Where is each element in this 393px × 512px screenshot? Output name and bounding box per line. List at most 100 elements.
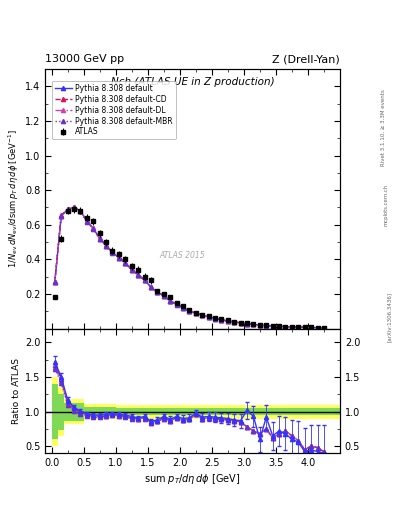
Line: Pythia 8.308 default-DL: Pythia 8.308 default-DL [53,205,326,330]
Pythia 8.308 default-DL [123,260,128,266]
Pythia 8.308 default-CD [181,305,185,311]
Pythia 8.308 default-MBR [129,267,134,273]
Pythia 8.308 default [136,272,140,278]
Pythia 8.308 default-CD [270,323,275,329]
Pythia 8.308 default [168,298,173,304]
Text: [arXiv:1306.3436]: [arXiv:1306.3436] [387,292,391,343]
Pythia 8.308 default-CD [213,315,217,321]
Pythia 8.308 default [110,249,115,255]
Pythia 8.308 default [117,254,121,261]
Pythia 8.308 default-DL [155,289,160,295]
Pythia 8.308 default-CD [257,322,262,328]
Pythia 8.308 default-MBR [104,243,108,249]
Pythia 8.308 default-DL [283,324,288,330]
Pythia 8.308 default [251,322,256,328]
Pythia 8.308 default-CD [59,212,64,218]
Text: Z (Drell-Yan): Z (Drell-Yan) [272,54,340,64]
Pythia 8.308 default-MBR [91,225,95,231]
Pythia 8.308 default-CD [200,312,204,318]
Pythia 8.308 default-DL [277,323,281,329]
Pythia 8.308 default-DL [72,204,76,210]
Pythia 8.308 default [290,324,294,330]
Pythia 8.308 default [72,204,76,210]
Pythia 8.308 default [309,325,314,331]
Text: Nch (ATLAS UE in Z production): Nch (ATLAS UE in Z production) [111,77,274,87]
Pythia 8.308 default-DL [136,272,140,278]
Pythia 8.308 default-CD [97,235,102,241]
Pythia 8.308 default-CD [264,323,269,329]
Pythia 8.308 default [91,225,95,231]
Pythia 8.308 default [52,279,57,285]
Pythia 8.308 default [142,277,147,283]
Pythia 8.308 default-DL [296,324,301,330]
Pythia 8.308 default-DL [174,301,179,307]
Pythia 8.308 default [270,323,275,329]
Pythia 8.308 default-DL [315,325,320,331]
Pythia 8.308 default [65,206,70,212]
Pythia 8.308 default [232,319,237,325]
Pythia 8.308 default [226,318,230,324]
Pythia 8.308 default-DL [309,325,314,331]
Pythia 8.308 default-CD [136,271,140,278]
Y-axis label: Ratio to ATLAS: Ratio to ATLAS [12,358,21,424]
Pythia 8.308 default-DL [264,323,269,329]
Pythia 8.308 default-DL [52,279,57,285]
Pythia 8.308 default-DL [226,318,230,324]
Pythia 8.308 default [219,317,224,323]
Pythia 8.308 default-MBR [52,279,57,285]
Pythia 8.308 default-MBR [123,260,128,266]
Pythia 8.308 default [321,325,326,331]
Pythia 8.308 default-DL [213,315,217,322]
Pythia 8.308 default [277,323,281,329]
Pythia 8.308 default-DL [65,206,70,212]
Pythia 8.308 default-DL [168,298,173,304]
Pythia 8.308 default-CD [174,301,179,307]
Pythia 8.308 default [78,208,83,214]
Pythia 8.308 default-MBR [232,319,237,325]
Pythia 8.308 default [162,293,166,299]
Pythia 8.308 default-MBR [84,219,89,225]
Pythia 8.308 default-MBR [97,236,102,242]
Pythia 8.308 default [238,320,243,326]
Pythia 8.308 default-MBR [65,206,70,212]
Pythia 8.308 default [123,260,128,266]
Pythia 8.308 default-MBR [213,315,217,322]
Pythia 8.308 default-CD [142,276,147,283]
Pythia 8.308 default [181,305,185,311]
Pythia 8.308 default-MBR [200,312,204,318]
Pythia 8.308 default [257,322,262,328]
Pythia 8.308 default [187,308,192,314]
Pythia 8.308 default-MBR [136,272,140,278]
Pythia 8.308 default-CD [117,254,121,261]
Pythia 8.308 default [149,284,153,290]
Pythia 8.308 default-DL [97,236,102,242]
Pythia 8.308 default-MBR [226,318,230,324]
Pythia 8.308 default-DL [251,322,256,328]
Pythia 8.308 default-MBR [302,324,307,330]
Line: Pythia 8.308 default: Pythia 8.308 default [53,205,326,330]
Pythia 8.308 default-CD [206,313,211,319]
Pythia 8.308 default [315,325,320,331]
Pythia 8.308 default-CD [187,308,192,314]
Pythia 8.308 default-DL [59,212,64,219]
Pythia 8.308 default-MBR [162,293,166,299]
Pythia 8.308 default-MBR [59,212,64,219]
Pythia 8.308 default-MBR [72,205,76,211]
Pythia 8.308 default-DL [142,277,147,283]
Pythia 8.308 default-DL [193,310,198,316]
Pythia 8.308 default-CD [91,225,95,231]
Pythia 8.308 default-MBR [321,325,326,331]
Pythia 8.308 default-DL [78,208,83,214]
Legend: Pythia 8.308 default, Pythia 8.308 default-CD, Pythia 8.308 default-DL, Pythia 8: Pythia 8.308 default, Pythia 8.308 defau… [52,81,176,139]
Pythia 8.308 default-CD [226,318,230,324]
Pythia 8.308 default [283,324,288,330]
Pythia 8.308 default-CD [78,208,83,214]
Pythia 8.308 default-CD [245,321,250,327]
Pythia 8.308 default-CD [251,321,256,327]
Pythia 8.308 default-CD [315,325,320,331]
Pythia 8.308 default-MBR [290,324,294,330]
Pythia 8.308 default-MBR [174,302,179,308]
Pythia 8.308 default [264,323,269,329]
Pythia 8.308 default [245,321,250,327]
Pythia 8.308 default-MBR [315,325,320,331]
